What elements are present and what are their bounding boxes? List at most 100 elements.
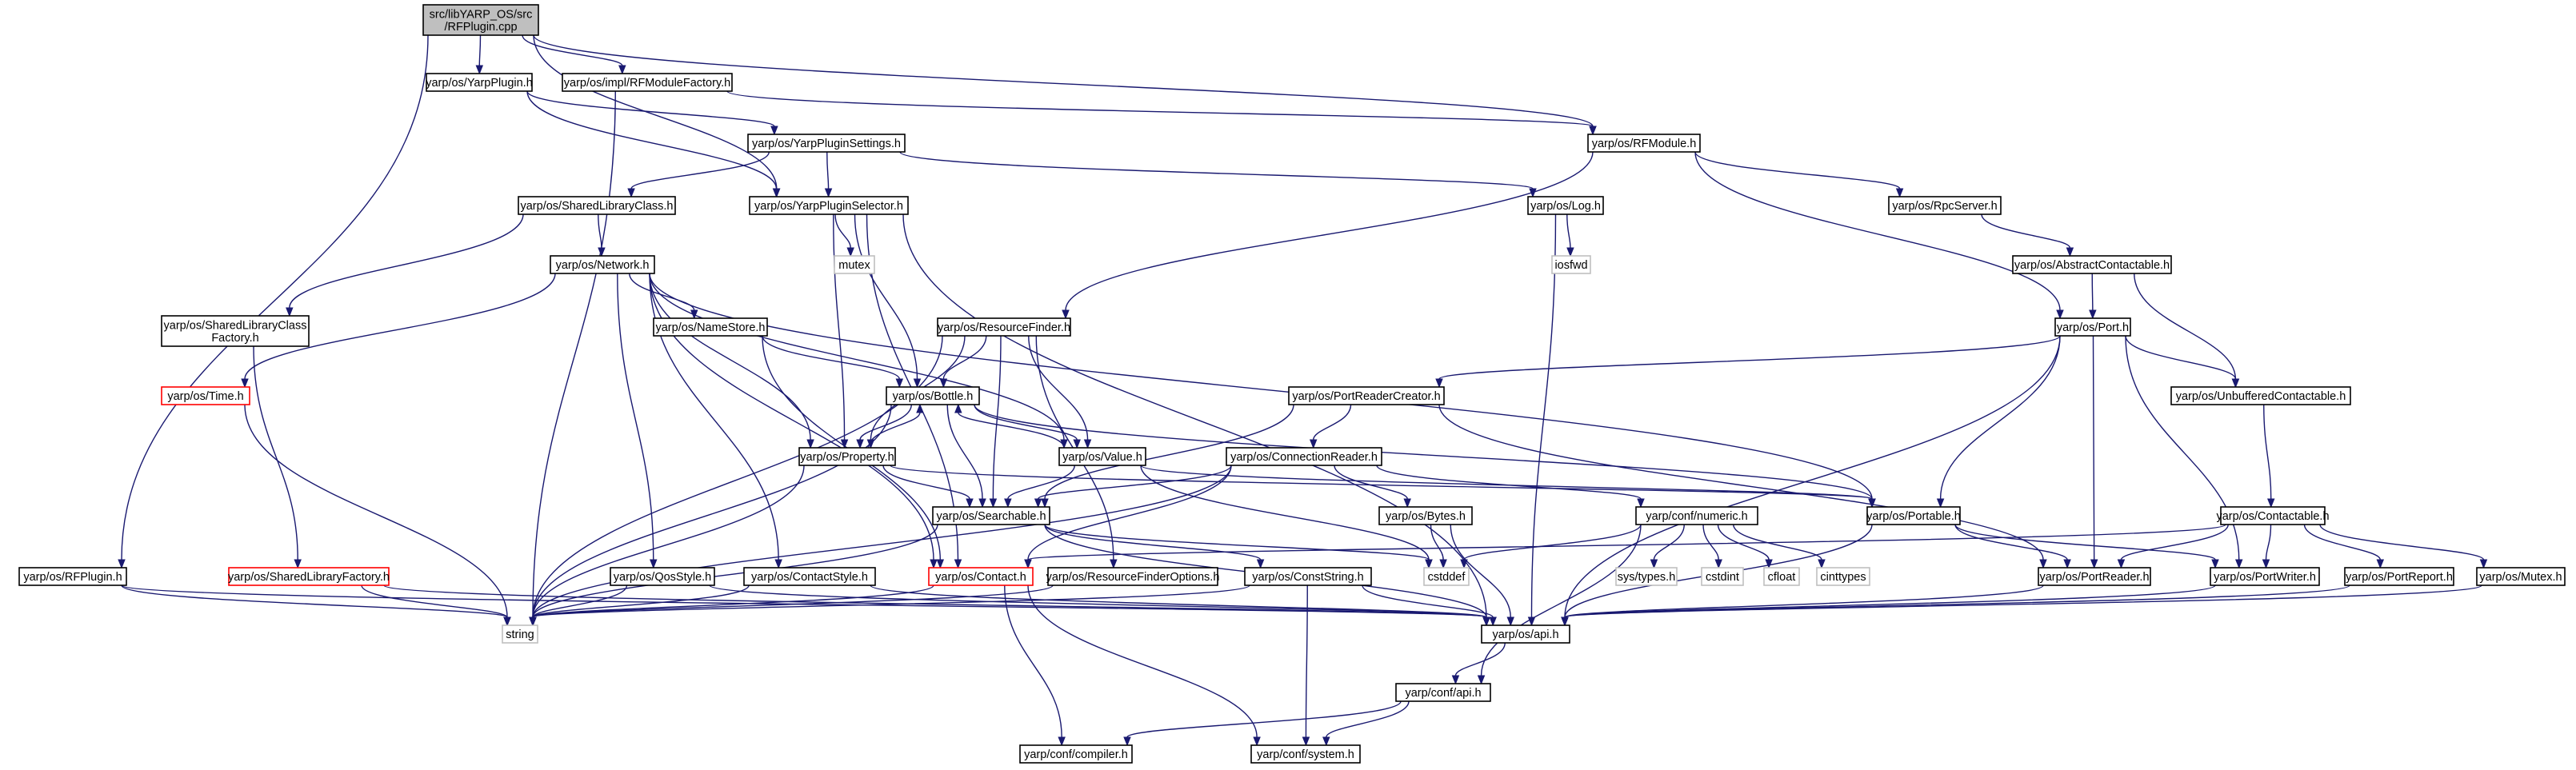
node-label: yarp/os/UnbufferedContactable.h: [2176, 390, 2346, 403]
node-label: yarp/os/SharedLibraryClass.h: [520, 200, 673, 213]
edge-contactable-to-portreport: [2303, 524, 2385, 569]
edge-network-to-time: [241, 273, 556, 389]
edge-contactable-to-portwriter: [2262, 524, 2272, 569]
edge-sharedlibraryclassfactory-to-sharedlibraryfactory: [253, 345, 302, 569]
edge-root-to-rfmodulefactory: [522, 34, 626, 75]
node-label: yarp/os/Searchable.h: [936, 510, 1046, 523]
edge-conststring-to-system: [1302, 584, 1310, 747]
node-value[interactable]: yarp/os/Value.h: [1058, 447, 1146, 466]
node-label: cinttypes: [1820, 571, 1866, 584]
node-label: yarp/os/Port.h: [2057, 321, 2129, 334]
node-cinttypes: cinttypes: [1816, 567, 1870, 586]
node-label: yarp/os/Bytes.h: [1386, 510, 1466, 523]
node-rfmodule[interactable]: yarp/os/RFModule.h: [1587, 134, 1701, 153]
node-rfmodulefactory[interactable]: yarp/os/impl/RFModuleFactory.h: [562, 73, 733, 92]
node-resourcefinder[interactable]: yarp/os/ResourceFinder.h: [937, 317, 1071, 337]
edge-unbufferedcontactable-to-contactable: [2263, 404, 2275, 509]
node-qosstyle[interactable]: yarp/os/QosStyle.h: [610, 567, 715, 586]
node-connectionreader[interactable]: yarp/os/ConnectionReader.h: [1226, 447, 1382, 466]
node-label: yarp/conf/compiler.h: [1024, 748, 1128, 761]
node-root[interactable]: src/libYARP_OS/src/RFPlugin.cpp: [422, 4, 539, 36]
edge-yarppluginselector-to-bottle: [854, 213, 922, 389]
node-portreadercreator[interactable]: yarp/os/PortReaderCreator.h: [1288, 386, 1445, 405]
node-label: yarp/os/PortReader.h: [2039, 571, 2149, 584]
node-label: yarp/os/impl/RFModuleFactory.h: [564, 77, 730, 90]
edge-root-to-rfplugin: [118, 34, 429, 569]
node-label: yarp/os/Contact.h: [935, 571, 1026, 584]
node-iosfwd: iosfwd: [1551, 255, 1591, 274]
edge-conststring-to-string: [529, 584, 1250, 627]
edge-qosstyle-to-api: [709, 584, 1490, 627]
edge-contactable-to-contact: [1024, 524, 2226, 569]
node-conststring[interactable]: yarp/os/ConstString.h: [1244, 567, 1372, 586]
node-label: yarp/os/Bottle.h: [893, 390, 974, 403]
node-rpcserver[interactable]: yarp/os/RpcServer.h: [1888, 196, 2002, 215]
node-namestore[interactable]: yarp/os/NameStore.h: [653, 317, 768, 337]
node-label: yarp/os/RFPlugin.h: [23, 571, 122, 584]
node-yarpplugin[interactable]: yarp/os/YarpPlugin.h: [426, 73, 533, 92]
node-contact[interactable]: yarp/os/Contact.h: [928, 567, 1034, 586]
node-systypes: sys/types.h: [1615, 567, 1678, 586]
node-rfplugin[interactable]: yarp/os/RFPlugin.h: [18, 567, 127, 586]
edge-yarppluginselector-to-property: [833, 213, 849, 449]
node-label: yarp/os/NameStore.h: [655, 321, 765, 334]
node-portable[interactable]: yarp/os/Portable.h: [1866, 506, 1961, 525]
node-resourcefinderoptions[interactable]: yarp/os/ResourceFinderOptions.h: [1046, 567, 1220, 586]
edge-searchable-to-conststring: [1044, 524, 1265, 569]
edge-contact-to-compiler: [1004, 584, 1066, 747]
node-abstractcontactable[interactable]: yarp/os/AbstractContactable.h: [2012, 255, 2172, 274]
edge-confnumeric-to-cinttypes: [1733, 524, 1826, 569]
node-cstddef: cstddef: [1423, 567, 1470, 586]
node-label: yarp/os/ResourceFinderOptions.h: [1046, 571, 1220, 584]
node-label: yarp/os/PortWriter.h: [2214, 571, 2316, 584]
node-yarppluginselector[interactable]: yarp/os/YarpPluginSelector.h: [749, 196, 909, 215]
node-unbufferedcontactable[interactable]: yarp/os/UnbufferedContactable.h: [2170, 386, 2351, 405]
node-port[interactable]: yarp/os/Port.h: [2054, 317, 2131, 337]
node-label: yarp/os/ResourceFinder.h: [938, 321, 1070, 334]
node-confapi[interactable]: yarp/conf/api.h: [1395, 683, 1491, 702]
node-network[interactable]: yarp/os/Network.h: [550, 255, 655, 274]
node-property[interactable]: yarp/os/Property.h: [798, 447, 896, 466]
node-label: yarp/conf/numeric.h: [1646, 510, 1747, 523]
node-sharedlibraryfactory[interactable]: yarp/os/SharedLibraryFactory.h: [228, 567, 390, 586]
node-label: mutex: [838, 259, 870, 272]
edge-value-to-searchable: [1004, 465, 1075, 509]
node-api[interactable]: yarp/os/api.h: [1481, 624, 1570, 644]
node-label: yarp/os/Network.h: [556, 259, 650, 272]
node-cfloat: cfloat: [1763, 567, 1800, 586]
node-label: yarp/os/PortReaderCreator.h: [1292, 390, 1440, 403]
node-time[interactable]: yarp/os/Time.h: [161, 386, 250, 405]
node-sharedlibraryclass[interactable]: yarp/os/SharedLibraryClass.h: [518, 196, 676, 215]
node-portreport[interactable]: yarp/os/PortReport.h: [2344, 567, 2454, 586]
edge-network-to-property: [649, 273, 814, 449]
node-bytes[interactable]: yarp/os/Bytes.h: [1378, 506, 1473, 525]
node-searchable[interactable]: yarp/os/Searchable.h: [932, 506, 1050, 525]
edge-root-to-yarpplugin: [475, 34, 484, 75]
edge-bytes-to-cstddef: [1430, 524, 1447, 569]
node-osmutex[interactable]: yarp/os/Mutex.h: [2476, 567, 2566, 586]
node-portwriter[interactable]: yarp/os/PortWriter.h: [2210, 567, 2320, 586]
node-confnumeric[interactable]: yarp/conf/numeric.h: [1635, 506, 1758, 525]
node-system[interactable]: yarp/conf/system.h: [1250, 744, 1361, 764]
node-portreader[interactable]: yarp/os/PortReader.h: [2038, 567, 2151, 586]
node-label: Factory.h: [211, 332, 258, 345]
edge-connectionreader-to-confnumeric: [1376, 465, 1645, 509]
node-contactstyle[interactable]: yarp/os/ContactStyle.h: [743, 567, 876, 586]
node-label: yarp/os/SharedLibraryFactory.h: [228, 571, 390, 584]
edge-yarpplugin-to-yarppluginselector: [526, 90, 781, 198]
node-log[interactable]: yarp/os/Log.h: [1527, 196, 1604, 215]
node-compiler[interactable]: yarp/conf/compiler.h: [1019, 744, 1133, 764]
node-label: cstdint: [1706, 571, 1739, 584]
node-label: /RFPlugin.cpp: [444, 21, 517, 34]
edge-sharedlibraryclass-to-network: [598, 213, 606, 257]
edge-confapi-to-system: [1322, 700, 1410, 747]
node-bottle[interactable]: yarp/os/Bottle.h: [886, 386, 980, 405]
edge-bottle-to-searchable: [946, 404, 986, 509]
edge-resourcefinder-to-searchable: [989, 335, 1002, 509]
edge-abstractcontactable-to-port: [2089, 273, 2097, 320]
node-yarppluginsettings[interactable]: yarp/os/YarpPluginSettings.h: [747, 134, 906, 153]
edge-connectionreader-to-bytes: [1334, 465, 1411, 509]
node-contactable[interactable]: yarp/os/Contactable.h: [2216, 506, 2330, 525]
